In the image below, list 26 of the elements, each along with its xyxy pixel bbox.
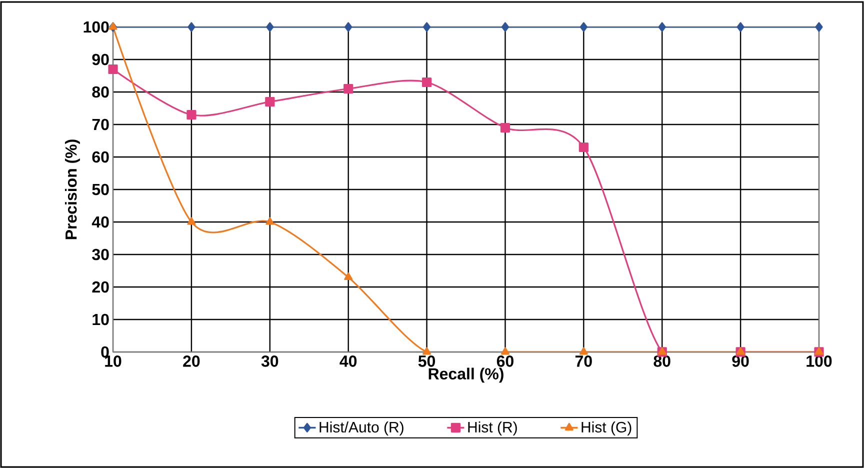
x-tick-label: 60 [496,356,514,367]
y-axis-title: Precision (%) [65,140,80,240]
x-tick-label: 80 [654,356,670,367]
y-tick-label: 0 [101,346,109,358]
y-tick-label: 50 [92,184,109,196]
y-tick-label: 10 [92,314,109,326]
legend-label: Hist (G) [582,421,632,436]
y-tick-label: 30 [92,248,109,260]
y-tick-label: 80 [92,86,109,98]
x-tick-label: 100 [806,356,832,367]
y-tick-label: 100 [84,21,109,33]
x-tick-label: 30 [261,356,278,367]
y-tick-label: 60 [92,151,109,163]
y-tick-label: 70 [92,118,109,130]
y-tick-label: 40 [92,216,109,228]
legend-label: Hist (R) [468,421,517,436]
x-tick-label: 90 [732,356,749,367]
legend-label: Hist/Auto (R) [320,421,404,436]
y-tick-label: 20 [92,281,109,293]
x-tick-label: 40 [340,356,357,367]
x-tick-label: 20 [183,356,200,367]
y-tick-label: 90 [92,54,109,66]
x-tick-label: 70 [575,356,592,367]
x-axis-title: Recall (%) [428,368,504,383]
x-tick-label: 10 [105,356,122,367]
x-tick-label: 50 [418,356,436,367]
